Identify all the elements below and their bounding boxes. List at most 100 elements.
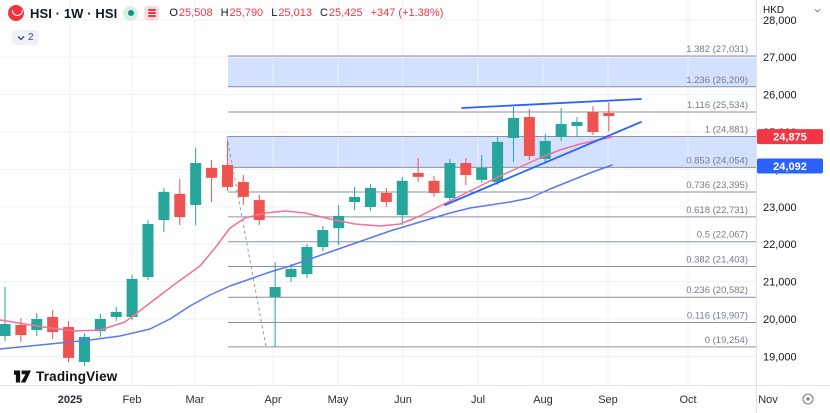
price-tick-label: 28,000 (763, 15, 797, 27)
time-tick-label[interactable]: Sep (598, 394, 618, 406)
tradingview-wordmark: TradingView (36, 369, 118, 384)
candle-up (492, 141, 504, 182)
candle-up (158, 191, 170, 221)
candle-down (380, 192, 392, 202)
ma-fast-line (0, 136, 613, 332)
time-tick-label[interactable]: Jun (394, 394, 412, 406)
price-tick-label: 20,000 (763, 314, 797, 326)
candle-down (221, 164, 233, 187)
candle-up (269, 287, 281, 297)
fib-level-label: 1.116 (25,534) (687, 100, 748, 111)
chart-legend: HSI · 1W · HSI O25,508 H25,790 L25,013 C25,… (8, 4, 443, 22)
candle-up (507, 117, 519, 138)
candle-up (78, 336, 90, 363)
time-tick-label[interactable]: 2025 (58, 394, 82, 406)
price-badge (757, 158, 823, 174)
drawings-collapse-button[interactable]: 2 (12, 30, 39, 45)
candle-down (15, 324, 27, 336)
price-tick-label: 19,000 (763, 351, 797, 363)
candle-up (31, 319, 43, 331)
candle-up (110, 311, 122, 317)
trendline (444, 121, 642, 206)
fib-level-label: 0.382 (21,403) (686, 255, 748, 266)
candle-down (603, 113, 615, 117)
fib-level-label: 1.236 (26,209) (686, 75, 748, 86)
fib-band (228, 56, 756, 87)
price-badge-label: 24,875 (773, 131, 807, 143)
notes-list-icon[interactable] (144, 5, 160, 21)
candle-down (174, 193, 186, 218)
ohlc-o-value: O25,508 (169, 7, 213, 19)
currency-selector[interactable]: HKD (763, 5, 821, 16)
candle-down (428, 180, 440, 193)
time-tick-label[interactable]: Jul (471, 394, 485, 406)
candle-up (0, 324, 11, 337)
candle-down (253, 200, 265, 221)
candle-up (476, 167, 488, 180)
time-tick-label[interactable]: Nov (758, 394, 778, 406)
ohlc-h-value: H25,790 (220, 7, 264, 19)
fib-level-label: 0.116 (19,907) (687, 310, 748, 321)
fib-level-label: 0.5 (22,067) (697, 230, 748, 241)
candle-up (539, 140, 551, 159)
drawings-count: 2 (28, 32, 34, 43)
candle-up (126, 278, 138, 317)
symbol-title[interactable]: HSI · 1W · HSI (30, 5, 118, 21)
candle-up (555, 123, 567, 138)
ma-slow-line (0, 164, 613, 350)
price-tick-label: 22,000 (763, 239, 797, 251)
fib-band (228, 136, 756, 168)
fib-level-label: 1.382 (27,031) (686, 44, 748, 55)
candle-up (571, 121, 583, 127)
price-tick-label: 23,000 (763, 202, 797, 214)
chevron-down-icon (814, 8, 821, 13)
fib-level-label: 0.236 (20,582) (686, 285, 748, 296)
candle-up (349, 196, 361, 202)
candle-up (190, 163, 202, 205)
change-value: +347 (+1.38%) (370, 7, 444, 19)
fib-level-label: 0.853 (24,054) (686, 155, 748, 166)
candle-down (460, 163, 472, 176)
candle-down (206, 167, 218, 178)
candle-up (333, 215, 345, 229)
time-tick-label[interactable]: Oct (679, 394, 696, 406)
candle-down (412, 172, 424, 177)
fib-level-label: 1 (24,881) (705, 124, 748, 135)
ohlc-values: O25,508 H25,790 L25,013 C25,425 +347 (+1.38%… (169, 7, 443, 19)
fib-level-label: 0.736 (23,395) (686, 180, 748, 191)
symbol-logo-icon[interactable] (8, 5, 24, 21)
ohlc-l-value: L25,013 (271, 7, 312, 19)
candle-down (587, 111, 599, 132)
time-tick-label[interactable]: Apr (264, 394, 281, 406)
price-tick-label: 26,000 (763, 90, 797, 102)
candle-up (444, 163, 456, 199)
chevron-down-icon (17, 35, 25, 40)
candle-down (523, 117, 535, 156)
time-tick-label[interactable]: Feb (123, 394, 142, 406)
candle-down (47, 316, 59, 333)
currency-label: HKD (763, 5, 785, 16)
price-tick-label: 21,000 (763, 277, 797, 289)
time-tick-label[interactable]: Aug (533, 394, 553, 406)
trendline (461, 98, 642, 109)
fib-level-label: 0.618 (22,731) (686, 205, 748, 216)
fib-level-label: 0 (19,254) (705, 335, 748, 346)
candle-up (142, 224, 154, 278)
time-tick-label[interactable]: May (328, 394, 349, 406)
time-tick-label[interactable]: Mar (186, 394, 205, 406)
tradingview-logo-icon (14, 370, 31, 383)
market-status-icon[interactable] (123, 5, 139, 21)
tradingview-watermark[interactable]: TradingView (14, 369, 117, 384)
candle-up (317, 229, 329, 248)
candle-up (285, 269, 297, 278)
settings-icon[interactable] (801, 392, 815, 406)
price-tick-label: 27,000 (763, 52, 797, 64)
candle-up (396, 180, 408, 216)
price-badge-label: 24,092 (773, 161, 807, 173)
candle-down (237, 181, 249, 197)
candle-up (94, 319, 106, 332)
candle-up (364, 187, 376, 207)
ohlc-c-value: C25,425 (319, 7, 363, 19)
